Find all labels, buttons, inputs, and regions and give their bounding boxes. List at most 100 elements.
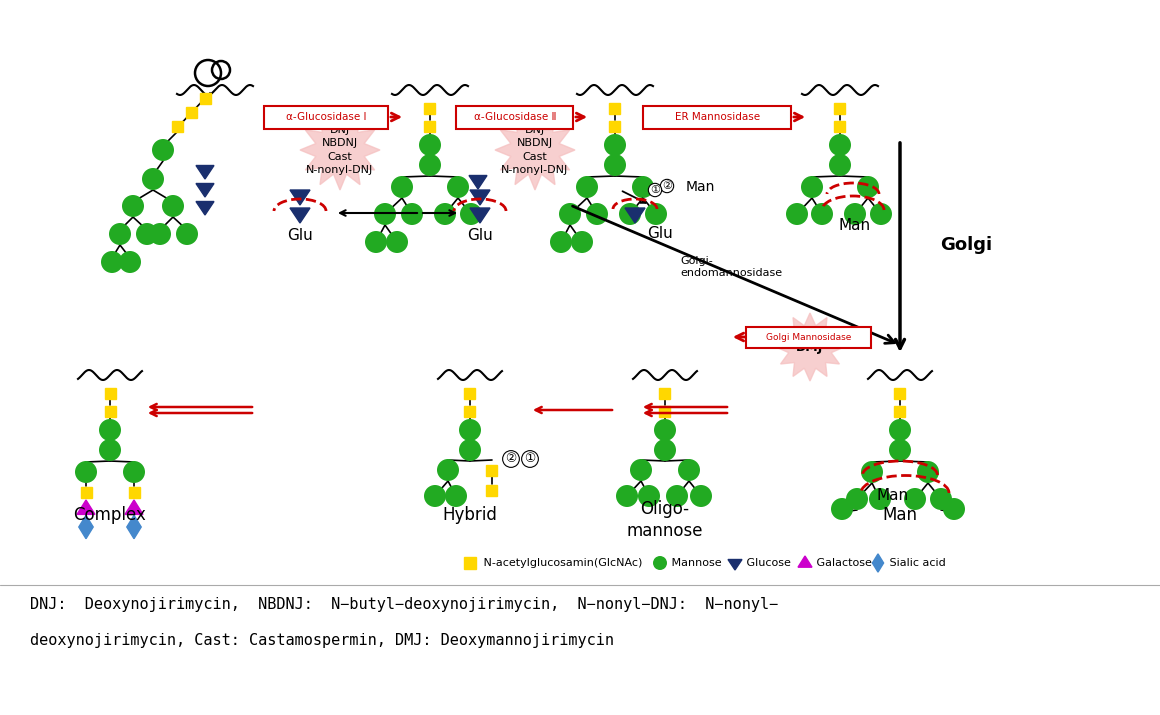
FancyBboxPatch shape [644, 106, 791, 129]
Bar [172, 121, 182, 132]
Polygon shape [290, 208, 310, 223]
Text: α-Glucosidase Ⅰ: α-Glucosidase Ⅰ [285, 112, 367, 122]
Bar [660, 405, 670, 417]
Circle shape [550, 231, 572, 253]
Circle shape [419, 134, 441, 156]
Circle shape [861, 461, 883, 483]
Circle shape [142, 168, 164, 190]
Circle shape [869, 488, 891, 510]
Circle shape [619, 203, 641, 225]
Circle shape [461, 203, 483, 225]
Bar [129, 486, 139, 498]
Circle shape [577, 176, 599, 198]
Circle shape [870, 203, 892, 225]
Polygon shape [469, 175, 487, 189]
Circle shape [434, 203, 456, 225]
Circle shape [109, 223, 131, 245]
Circle shape [666, 485, 688, 507]
Text: DNJ
NBDNJ
Cast
N-nonyl-DNJ: DNJ NBDNJ Cast N-nonyl-DNJ [306, 125, 374, 174]
Bar [186, 107, 196, 117]
Text: ②: ② [506, 453, 516, 465]
Circle shape [645, 203, 667, 225]
Bar [609, 102, 621, 114]
Text: DNJ
NBDNJ
Cast
N-nonyl-DNJ: DNJ NBDNJ Cast N-nonyl-DNJ [501, 125, 568, 174]
Circle shape [148, 223, 171, 245]
Circle shape [786, 203, 809, 225]
Circle shape [857, 176, 879, 198]
Polygon shape [196, 184, 213, 197]
Circle shape [677, 459, 699, 481]
FancyBboxPatch shape [747, 327, 871, 347]
Text: Man: Man [839, 217, 871, 232]
Text: ER Mannosidase: ER Mannosidase [675, 112, 760, 122]
Text: Oligo-
mannose: Oligo- mannose [626, 500, 703, 540]
Circle shape [654, 419, 676, 441]
Text: Glucose: Glucose [744, 558, 791, 568]
Polygon shape [126, 516, 142, 538]
Polygon shape [300, 110, 380, 190]
Circle shape [654, 439, 676, 461]
Circle shape [122, 195, 144, 217]
Text: Hybrid: Hybrid [443, 506, 498, 524]
Circle shape [445, 485, 467, 507]
Bar [834, 121, 846, 132]
Bar [834, 102, 846, 114]
Circle shape [386, 231, 408, 253]
Circle shape [604, 154, 626, 176]
Circle shape [136, 223, 158, 245]
Bar [894, 388, 906, 398]
Polygon shape [776, 313, 844, 381]
Text: Golgi: Golgi [940, 236, 992, 254]
Text: DMJ: DMJ [797, 340, 824, 353]
Circle shape [559, 203, 581, 225]
Polygon shape [196, 165, 213, 179]
Circle shape [419, 154, 441, 176]
Circle shape [75, 461, 97, 483]
Polygon shape [495, 110, 575, 190]
Circle shape [374, 203, 396, 225]
Circle shape [802, 176, 822, 198]
Text: Sialic acid: Sialic acid [886, 558, 945, 568]
Text: Mannose: Mannose [668, 558, 722, 568]
Circle shape [391, 176, 413, 198]
Polygon shape [79, 516, 93, 538]
Circle shape [811, 203, 833, 225]
Bar [486, 465, 498, 475]
Polygon shape [290, 190, 310, 205]
Bar [464, 405, 476, 417]
Circle shape [176, 223, 198, 245]
Circle shape [101, 251, 123, 273]
Text: Glu: Glu [288, 227, 313, 242]
Circle shape [365, 231, 387, 253]
Bar [200, 92, 210, 104]
Bar [80, 486, 92, 498]
Text: Glu: Glu [467, 227, 493, 242]
Text: DNJ:  Deoxynojirimycin,  NBDNJ:  N−butyl−deoxynojirimycin,  N−nonyl−DNJ:  N−nony: DNJ: Deoxynojirimycin, NBDNJ: N−butyl−de… [30, 598, 778, 613]
Polygon shape [872, 554, 884, 572]
Polygon shape [196, 202, 213, 215]
Polygon shape [125, 500, 143, 514]
Polygon shape [470, 208, 490, 223]
Bar [660, 388, 670, 398]
Bar [486, 485, 498, 495]
Circle shape [459, 419, 481, 441]
Circle shape [152, 139, 174, 161]
Bar [464, 557, 476, 569]
Text: ①: ① [524, 453, 536, 465]
Polygon shape [625, 208, 645, 223]
Circle shape [571, 231, 593, 253]
Circle shape [604, 134, 626, 156]
Circle shape [943, 498, 965, 520]
Circle shape [616, 485, 638, 507]
Polygon shape [798, 556, 812, 567]
Circle shape [119, 251, 142, 273]
Text: ②: ② [662, 181, 672, 191]
Polygon shape [728, 560, 742, 570]
Circle shape [437, 459, 459, 481]
Circle shape [123, 461, 145, 483]
Polygon shape [470, 190, 490, 205]
Circle shape [846, 488, 868, 510]
Text: ①: ① [650, 185, 660, 195]
Circle shape [638, 485, 660, 507]
Text: Galactose: Galactose [813, 558, 872, 568]
